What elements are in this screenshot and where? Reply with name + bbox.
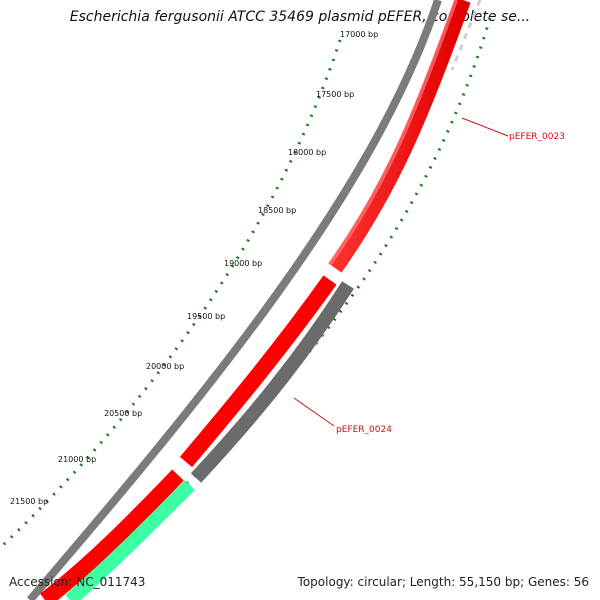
gene-arrow-pEFER_0023[interactable] <box>328 0 471 273</box>
tick-label-21000: 21000 bp <box>58 455 96 464</box>
tick-label-18000: 18000 bp <box>288 148 326 157</box>
dashed-grey-ring <box>450 0 482 71</box>
other-feature-band <box>65 480 195 600</box>
tick-label-21500: 21500 bp <box>10 497 48 506</box>
gene-arrow-pEFER_0023-highlight <box>328 0 458 266</box>
leader-line-pEFER_0024 <box>293 397 335 427</box>
gene-label-pEFER_0024[interactable]: pEFER_0024 <box>336 425 392 435</box>
reverse-cds-band <box>190 281 354 483</box>
tick-label-19500: 19500 bp <box>187 312 225 321</box>
tick-label-19000: 19000 bp <box>224 259 262 268</box>
accession-text: Accession: NC_011743 <box>9 575 146 589</box>
tick-label-18500: 18500 bp <box>258 206 296 215</box>
map-title: Escherichia fergusonii ATCC 35469 plasmi… <box>69 9 531 25</box>
gene-label-pEFER_0023[interactable]: pEFER_0023 <box>509 132 565 142</box>
tick-label-17000: 17000 bp <box>340 30 378 39</box>
gene-arrow-pEFER_0024[interactable] <box>179 275 337 468</box>
backbone-ring <box>26 0 442 600</box>
tick-label-17500: 17500 bp <box>316 90 354 99</box>
summary-text: Topology: circular; Length: 55,150 bp; G… <box>297 575 589 589</box>
tick-label-20000: 20000 bp <box>146 362 184 371</box>
leader-line-pEFER_0023 <box>461 117 509 137</box>
tick-label-20500: 20500 bp <box>104 409 142 418</box>
gene-arrow-next <box>40 469 184 600</box>
